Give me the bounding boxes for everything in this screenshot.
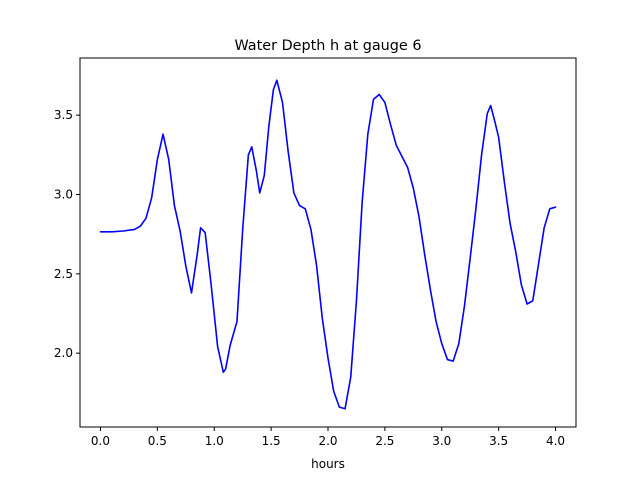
- chart-title: Water Depth h at gauge 6: [234, 38, 421, 54]
- x-axis-label: hours: [311, 457, 345, 471]
- x-tick-label: 2.5: [375, 434, 394, 448]
- x-tick-label: 1.5: [262, 434, 281, 448]
- x-tick-label: 0.0: [91, 434, 110, 448]
- x-tick-label: 0.5: [148, 434, 167, 448]
- x-tick-label: 3.0: [432, 434, 451, 448]
- y-tick-label: 3.5: [54, 108, 73, 122]
- y-tick-label: 3.0: [54, 187, 73, 201]
- x-tick-label: 1.0: [205, 434, 224, 448]
- x-tick-label: 4.0: [546, 434, 565, 448]
- series-line-0: [99, 79, 557, 410]
- x-tick-label: 2.0: [318, 434, 337, 448]
- x-tick-label: 3.5: [489, 434, 508, 448]
- plot-frame: [79, 57, 577, 428]
- y-tick-label: 2.5: [54, 267, 73, 281]
- y-tick-label: 2.0: [54, 346, 73, 360]
